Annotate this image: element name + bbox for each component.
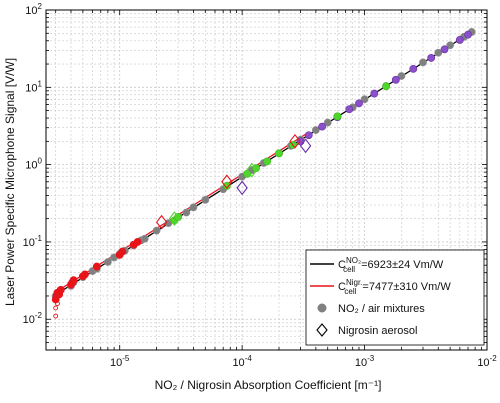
- legend: CNO₂ cell =6923±24 Vm/W CNigr. cell =7477±310…: [305, 249, 485, 346]
- x-tick-label: 10-4: [232, 354, 252, 369]
- data-point: [118, 247, 127, 256]
- x-tick-label: 10-2: [477, 354, 497, 369]
- data-point: [69, 276, 78, 285]
- data-point: [355, 99, 363, 108]
- data-point: [140, 234, 149, 243]
- data-point: [397, 72, 406, 80]
- data-point: [323, 118, 332, 127]
- legend-diamond-symbol: [316, 323, 328, 337]
- data-point: [318, 122, 327, 131]
- data-point: [345, 105, 354, 114]
- data-point: [222, 182, 231, 190]
- data-point: [103, 258, 112, 266]
- legend-box: [305, 249, 485, 346]
- data-point-diamond: [289, 133, 301, 149]
- grid: [46, 9, 488, 351]
- plot-frame: [45, 9, 488, 351]
- data-point: [152, 226, 161, 235]
- data-point: [275, 149, 283, 158]
- data-point: [455, 36, 464, 44]
- data-point: [419, 58, 427, 67]
- data-point-diamond: [236, 180, 248, 196]
- data-point-diamond: [246, 162, 258, 178]
- data-point: [434, 48, 443, 57]
- x-tick-label: 10-5: [110, 354, 130, 369]
- legend-entry: CNigr. cell =7477±310 Vm/W: [338, 278, 451, 296]
- data-point: [440, 45, 449, 54]
- x-axis-label: NO₂ / Nigrosin Absorption Coefficient [m…: [155, 378, 382, 392]
- data-point: [446, 41, 455, 50]
- data-point-open: [53, 305, 59, 311]
- legend-entry: Nigrosin aerosol: [338, 325, 417, 337]
- legend-entry: CNO₂ cell =6923±24 Vm/W: [338, 256, 444, 274]
- data-point-diamond: [155, 214, 168, 230]
- data-points: [51, 28, 476, 319]
- data-point: [182, 208, 191, 217]
- data-point: [92, 262, 101, 271]
- data-point: [56, 285, 65, 294]
- y-tick-label: 100: [25, 157, 42, 172]
- data-point: [263, 157, 272, 166]
- x-tick-label: 10-3: [355, 354, 375, 369]
- data-point: [201, 195, 210, 204]
- legend-entry: NO₂ / air mixtures: [338, 303, 425, 315]
- data-point: [464, 30, 472, 39]
- data-point: [370, 89, 379, 98]
- y-tick-label: 102: [25, 2, 42, 17]
- y-tick-label: 101: [25, 79, 42, 94]
- data-point: [391, 75, 400, 84]
- data-point: [427, 54, 436, 62]
- data-point-open: [53, 313, 59, 319]
- data-point: [133, 238, 142, 246]
- data-point-diamond: [168, 211, 181, 227]
- y-tick-label: 10-1: [23, 234, 43, 249]
- ticks: [46, 9, 488, 351]
- data-point: [382, 82, 391, 91]
- data-point: [311, 126, 320, 134]
- tick-labels: 10-5 10-4 10-3 10-2 10-2 10-1 100 101 102: [23, 2, 498, 369]
- data-point: [409, 65, 418, 73]
- data-point: [81, 270, 89, 279]
- y-axis-label: Laser Power Specific Microphone Signal […: [3, 58, 17, 306]
- data-point: [189, 203, 198, 212]
- y-tick-label: 10-2: [23, 311, 43, 326]
- data-point: [360, 95, 369, 104]
- data-point-diamond: [221, 174, 233, 190]
- legend-circle-symbol: [317, 303, 327, 313]
- data-point-open: [54, 301, 60, 306]
- data-point-diamond: [299, 138, 312, 154]
- data-point: [333, 112, 342, 121]
- data-point: [304, 131, 313, 140]
